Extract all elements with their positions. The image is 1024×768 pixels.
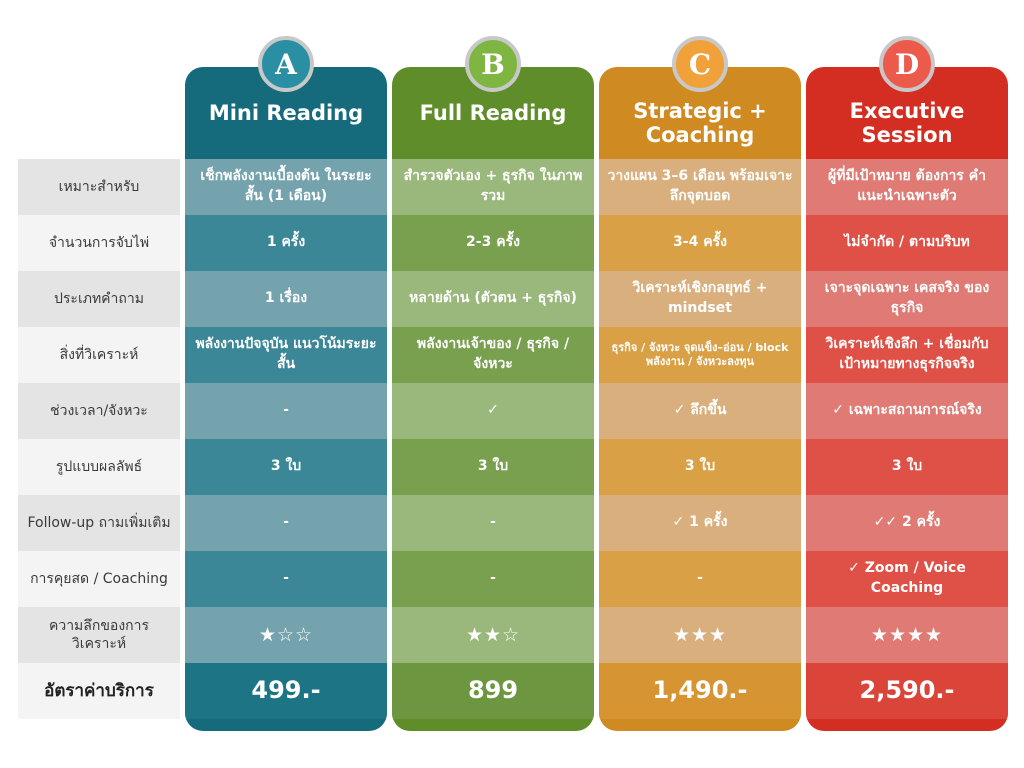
plan-column-c[interactable]: Strategic + Coaching วางแผน 3–6 เดือน พร… xyxy=(599,67,801,731)
plan-cell: 1 เรื่อง xyxy=(185,271,387,327)
depth-rating: ★☆☆ xyxy=(185,607,387,663)
row-label: รูปแบบผลลัพธ์ xyxy=(18,439,180,495)
plan-cell: - xyxy=(392,551,594,607)
plan-column-d[interactable]: Executive Session ผู้ที่มีเป้าหมาย ต้องก… xyxy=(806,67,1008,731)
plan-cell: ✓ 1 ครั้ง xyxy=(599,495,801,551)
row-labels: เหมาะสำหรับ จำนวนการจับไพ่ ประเภทคำถาม ส… xyxy=(18,159,180,719)
plan-cell: ✓ Zoom / Voice Coaching xyxy=(806,551,1008,607)
plan-column-a[interactable]: Mini Reading เช็กพลังงานเบื้องต้น ในระยะ… xyxy=(185,67,387,731)
plan-cell: วางแผน 3–6 เดือน พร้อมเจาะลึกจุดบอด xyxy=(599,159,801,215)
row-label: จำนวนการจับไพ่ xyxy=(18,215,180,271)
plan-cell: - xyxy=(392,495,594,551)
row-label: Follow-up ถามเพิ่มเติม xyxy=(18,495,180,551)
row-label: ความลึกของการวิเคราะห์ xyxy=(18,607,180,663)
plan-cell: วิเคราะห์เชิงกลยุทธ์ + mindset xyxy=(599,271,801,327)
price-row-label: อัตราค่าบริการ xyxy=(18,663,180,719)
plan-cell: ผู้ที่มีเป้าหมาย ต้องการ คำแนะนำเฉพาะตัว xyxy=(806,159,1008,215)
plan-name: Full Reading xyxy=(419,101,567,125)
row-label: เหมาะสำหรับ xyxy=(18,159,180,215)
plan-price: 899 xyxy=(392,663,594,719)
plan-cell: 1 ครั้ง xyxy=(185,215,387,271)
plan-cell: สำรวจตัวเอง + ธุรกิจ ในภาพรวม xyxy=(392,159,594,215)
plan-cell: พลังงานเจ้าของ / ธุรกิจ / จังหวะ xyxy=(392,327,594,383)
plan-name: Executive Session xyxy=(849,99,965,148)
plan-badge-c: C xyxy=(672,36,728,92)
plan-cell: 3-4 ครั้ง xyxy=(599,215,801,271)
plan-cell: ✓✓ 2 ครั้ง xyxy=(806,495,1008,551)
plan-cell: - xyxy=(599,551,801,607)
row-label: การคุยสด / Coaching xyxy=(18,551,180,607)
plan-name: Strategic + Coaching xyxy=(633,99,767,148)
plan-price: 2,590.- xyxy=(806,663,1008,719)
plan-cell: ไม่จำกัด / ตามบริบท xyxy=(806,215,1008,271)
plan-cell: เจาะจุดเฉพาะ เคสจริง ของธุรกิจ xyxy=(806,271,1008,327)
row-label: ประเภทคำถาม xyxy=(18,271,180,327)
plan-badge-d: D xyxy=(879,36,935,92)
plan-badge-a: A xyxy=(258,36,314,92)
row-label: ช่วงเวลา/จังหวะ xyxy=(18,383,180,439)
plan-cell: ✓ xyxy=(392,383,594,439)
plan-cell: หลายด้าน (ตัวตน + ธุรกิจ) xyxy=(392,271,594,327)
plan-cell: 3 ใบ xyxy=(806,439,1008,495)
plan-price: 1,490.- xyxy=(599,663,801,719)
plan-cell: ✓ เฉพาะสถานการณ์จริง xyxy=(806,383,1008,439)
plan-cell: ✓ ลึกขึ้น xyxy=(599,383,801,439)
plan-cell: - xyxy=(185,551,387,607)
plan-cell: 2-3 ครั้ง xyxy=(392,215,594,271)
plan-cell: - xyxy=(185,383,387,439)
plan-cell: วิเคราะห์เชิงลึก + เชื่อมกับ เป้าหมายทาง… xyxy=(806,327,1008,383)
plan-cell: 3 ใบ xyxy=(392,439,594,495)
plan-column-b[interactable]: Full Reading สำรวจตัวเอง + ธุรกิจ ในภาพร… xyxy=(392,67,594,731)
plan-cell: ธุรกิจ / จังหวะ จุดแข็ง–อ่อน / block พลั… xyxy=(599,327,801,383)
plan-cell: 3 ใบ xyxy=(599,439,801,495)
plan-price: 499.- xyxy=(185,663,387,719)
plan-badge-b: B xyxy=(465,36,521,92)
depth-rating: ★★★ xyxy=(599,607,801,663)
plan-cell: 3 ใบ xyxy=(185,439,387,495)
plan-cell: เช็กพลังงานเบื้องต้น ในระยะสั้น (1 เดือน… xyxy=(185,159,387,215)
plan-name: Mini Reading xyxy=(208,101,364,125)
depth-rating: ★★☆ xyxy=(392,607,594,663)
depth-rating: ★★★★ xyxy=(806,607,1008,663)
row-label: สิ่งที่วิเคราะห์ xyxy=(18,327,180,383)
plan-cell: พลังงานปัจจุบัน แนวโน้มระยะสั้น xyxy=(185,327,387,383)
plan-cell: - xyxy=(185,495,387,551)
